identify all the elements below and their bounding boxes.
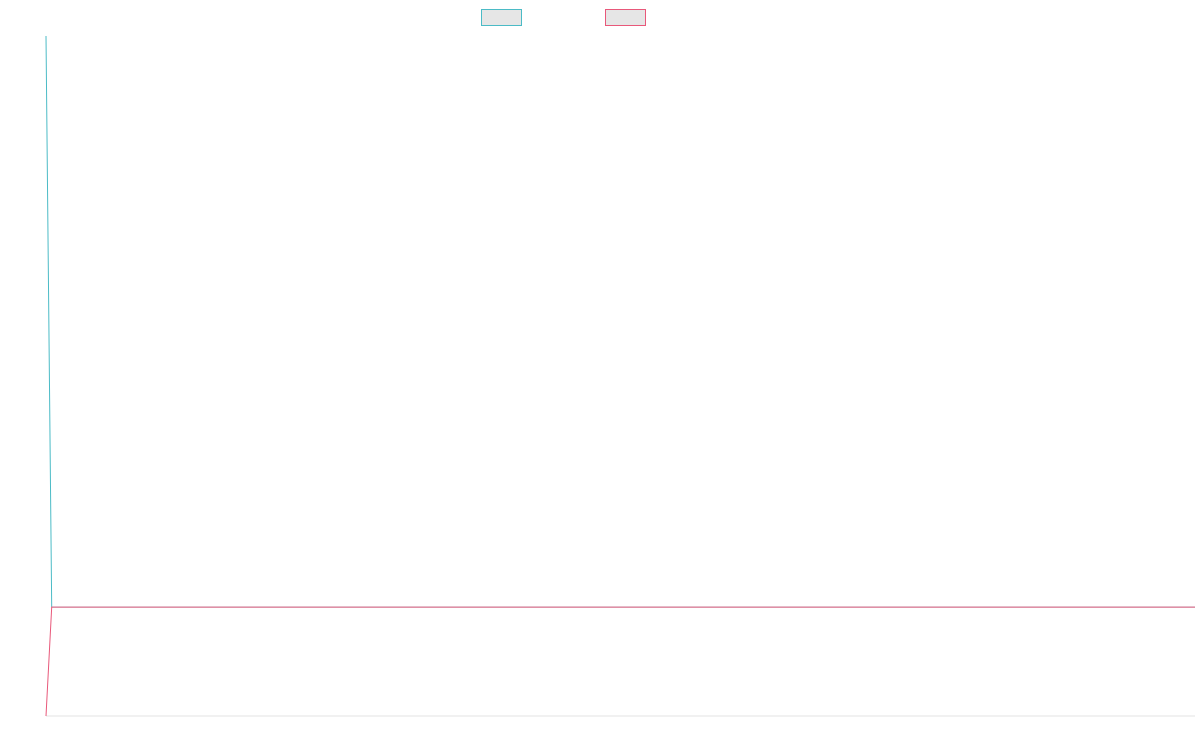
series-line-1 xyxy=(45,35,1195,608)
series-layer xyxy=(45,35,1195,717)
legend-swatch-2 xyxy=(605,9,646,26)
series-line-2 xyxy=(45,606,1195,717)
legend-swatch-1 xyxy=(481,9,522,26)
chart-legend xyxy=(481,9,646,26)
